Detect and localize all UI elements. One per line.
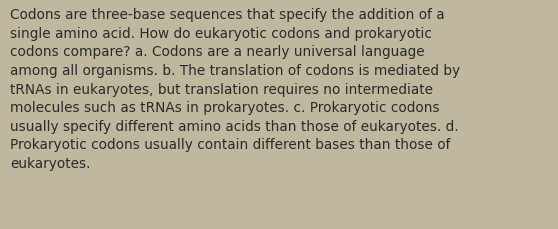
Text: Codons are three-base sequences that specify the addition of a
single amino acid: Codons are three-base sequences that spe… xyxy=(10,8,460,170)
